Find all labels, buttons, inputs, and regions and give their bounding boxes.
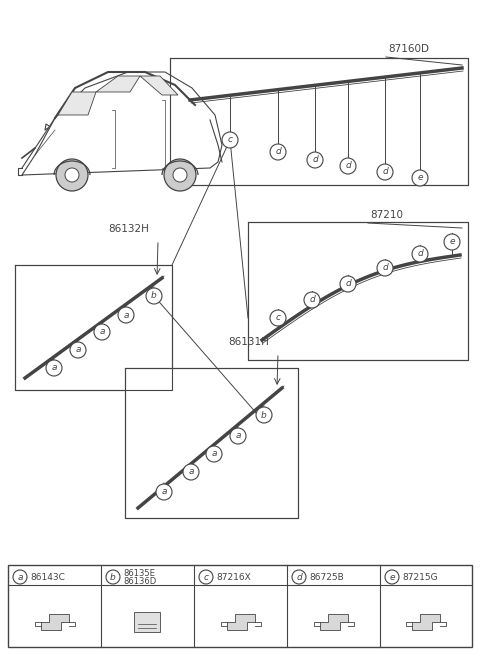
Circle shape xyxy=(13,570,27,584)
Text: 86132H: 86132H xyxy=(108,224,149,234)
Circle shape xyxy=(222,132,238,148)
Text: d: d xyxy=(382,263,388,272)
Text: c: c xyxy=(204,572,208,582)
Text: a: a xyxy=(188,468,194,476)
Circle shape xyxy=(377,164,393,180)
Bar xyxy=(8,565,472,647)
Polygon shape xyxy=(170,58,468,185)
Text: d: d xyxy=(382,168,388,176)
Text: b: b xyxy=(151,291,157,301)
Circle shape xyxy=(377,260,393,276)
Polygon shape xyxy=(15,265,172,390)
Polygon shape xyxy=(140,76,178,95)
Text: b: b xyxy=(261,411,267,419)
Circle shape xyxy=(118,307,134,323)
Bar xyxy=(133,612,159,632)
Text: d: d xyxy=(309,295,315,305)
Text: d: d xyxy=(296,572,302,582)
Text: 86135E: 86135E xyxy=(123,569,155,578)
Text: a: a xyxy=(99,328,105,337)
Circle shape xyxy=(46,360,62,376)
Text: d: d xyxy=(345,162,351,170)
Text: a: a xyxy=(17,572,23,582)
Text: e: e xyxy=(417,174,423,183)
Text: 86143C: 86143C xyxy=(30,572,65,582)
Text: c: c xyxy=(276,314,280,322)
Text: 87216X: 87216X xyxy=(216,572,251,582)
Polygon shape xyxy=(96,76,140,92)
Polygon shape xyxy=(40,614,69,630)
Circle shape xyxy=(70,342,86,358)
Circle shape xyxy=(340,276,356,292)
Text: d: d xyxy=(312,155,318,164)
Polygon shape xyxy=(412,614,440,630)
Circle shape xyxy=(270,144,286,160)
Circle shape xyxy=(307,152,323,168)
Circle shape xyxy=(304,292,320,308)
Polygon shape xyxy=(227,614,254,630)
Circle shape xyxy=(94,324,110,340)
Text: 86131H: 86131H xyxy=(228,337,269,347)
Circle shape xyxy=(56,159,88,191)
Polygon shape xyxy=(58,92,96,115)
Polygon shape xyxy=(22,72,222,175)
Circle shape xyxy=(65,168,79,182)
Text: d: d xyxy=(345,280,351,288)
Text: a: a xyxy=(161,487,167,496)
Circle shape xyxy=(183,464,199,480)
Text: 86725B: 86725B xyxy=(309,572,344,582)
Circle shape xyxy=(292,570,306,584)
Circle shape xyxy=(256,407,272,423)
Text: a: a xyxy=(211,449,217,458)
Text: d: d xyxy=(275,147,281,157)
Circle shape xyxy=(412,170,428,186)
Circle shape xyxy=(173,168,187,182)
Text: 86136D: 86136D xyxy=(123,576,156,586)
Circle shape xyxy=(164,159,196,191)
Text: 87215G: 87215G xyxy=(402,572,438,582)
Text: b: b xyxy=(110,572,116,582)
Polygon shape xyxy=(125,368,298,518)
Text: c: c xyxy=(228,136,232,145)
Text: a: a xyxy=(75,345,81,354)
Text: e: e xyxy=(389,572,395,582)
Circle shape xyxy=(206,446,222,462)
Text: 87210: 87210 xyxy=(370,210,403,220)
Text: a: a xyxy=(235,432,241,441)
Circle shape xyxy=(156,484,172,500)
Circle shape xyxy=(106,570,120,584)
Circle shape xyxy=(385,570,399,584)
Circle shape xyxy=(270,310,286,326)
Circle shape xyxy=(340,158,356,174)
Circle shape xyxy=(444,234,460,250)
Circle shape xyxy=(146,288,162,304)
Text: a: a xyxy=(51,364,57,373)
Circle shape xyxy=(199,570,213,584)
Circle shape xyxy=(412,246,428,262)
Text: e: e xyxy=(449,238,455,246)
Circle shape xyxy=(230,428,246,444)
Text: 87160D: 87160D xyxy=(388,44,429,54)
Text: d: d xyxy=(417,250,423,259)
Polygon shape xyxy=(320,614,348,630)
Text: a: a xyxy=(123,310,129,320)
Polygon shape xyxy=(248,222,468,360)
